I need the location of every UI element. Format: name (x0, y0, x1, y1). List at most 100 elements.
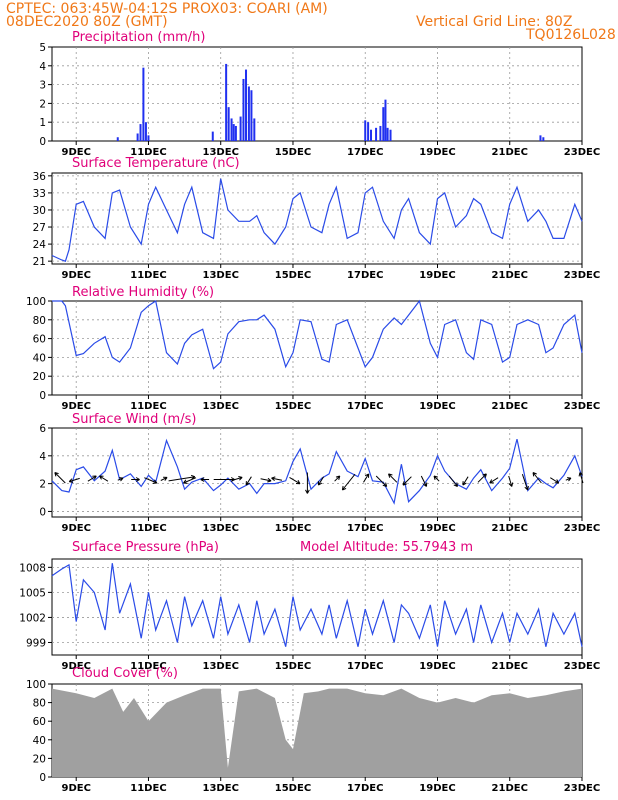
precip-bar (250, 90, 253, 141)
x-tick-label: 21DEC (492, 401, 528, 412)
y-tick-label: 1 (39, 117, 46, 129)
wind-arrow (521, 474, 529, 491)
precip-bar (364, 120, 367, 141)
y-tick-label: 36 (33, 171, 47, 183)
x-tick-label: 13DEC (203, 270, 239, 281)
x-tick-label: 23DEC (564, 523, 600, 534)
precip-bar (370, 129, 373, 141)
precip-bar (389, 129, 392, 141)
x-tick-label: 17DEC (347, 401, 383, 412)
x-tick-label: 11DEC (130, 401, 166, 412)
y-tick-label: 20 (33, 753, 46, 765)
x-tick-label: 9DEC (61, 523, 90, 534)
wind-arrow (68, 477, 80, 483)
model-altitude: Model Altitude: 55.7943 m (300, 540, 473, 555)
y-tick-label: 1005 (19, 587, 46, 599)
wind-arrow (363, 473, 370, 483)
x-tick-label: 9DEC (61, 661, 90, 672)
wind-arrow (341, 473, 356, 491)
y-tick-label: 80 (33, 315, 46, 327)
wind-arrow (489, 477, 499, 484)
precip-bar (142, 67, 145, 141)
panel-title: Relative Humidity (%) (72, 285, 214, 300)
precip-bar (136, 133, 139, 141)
x-tick-label: 21DEC (492, 783, 528, 794)
precip-bar (384, 99, 387, 141)
plot-frame (51, 300, 583, 396)
y-tick-label: 999 (26, 637, 46, 649)
panel-title: Surface Wind (m/s) (72, 412, 196, 427)
y-tick-label: 100 (26, 679, 46, 691)
x-tick-label: 23DEC (564, 270, 600, 281)
series-line (51, 438, 583, 505)
wind-arrow (144, 477, 158, 484)
x-tick-label: 21DEC (492, 661, 528, 672)
precip-bar (232, 124, 235, 141)
x-tick-label: 17DEC (347, 147, 383, 158)
wind-arrow (99, 475, 109, 482)
wind-arrow (271, 476, 283, 481)
header-model: TQ0126L028 (525, 27, 616, 43)
x-tick-label: 9DEC (61, 401, 90, 412)
x-tick-label: 13DEC (203, 661, 239, 672)
x-tick-label: 11DEC (130, 523, 166, 534)
y-tick-label: 4 (39, 61, 46, 73)
x-tick-label: 19DEC (419, 523, 455, 534)
wind-arrow (168, 474, 196, 482)
series-line (52, 299, 583, 370)
y-tick-label: 0 (39, 772, 46, 784)
wind-arrow (87, 475, 97, 482)
y-tick-label: 0 (39, 506, 46, 518)
wind-arrow (433, 475, 440, 482)
x-tick-label: 21DEC (492, 523, 528, 534)
x-tick-label: 17DEC (347, 523, 383, 534)
y-tick-label: 1002 (19, 612, 46, 624)
x-tick-label: 15DEC (275, 783, 311, 794)
wind-arrow (550, 477, 560, 484)
precip-bar (147, 135, 150, 141)
x-tick-label: 15DEC (275, 661, 311, 672)
precip-bar (239, 116, 242, 141)
plot-frame (51, 172, 583, 265)
x-tick-label: 21DEC (492, 270, 528, 281)
wind-arrow (200, 477, 210, 482)
y-tick-label: 33 (33, 188, 46, 200)
y-tick-label: 4 (39, 451, 46, 463)
wind-arrow (420, 475, 428, 487)
y-tick-label: 21 (33, 256, 46, 268)
x-tick-label: 19DEC (419, 270, 455, 281)
y-tick-label: 40 (33, 735, 46, 747)
x-tick-label: 9DEC (61, 270, 90, 281)
precip-bar (539, 135, 542, 141)
x-tick-label: 17DEC (347, 661, 383, 672)
plot-frame (51, 558, 583, 656)
precip-bar (139, 124, 142, 141)
wind-arrow (448, 475, 458, 487)
wind-arrow (317, 476, 325, 486)
panel-5: Cloud Cover (%) 0 20 40 60 80 100 9DEC 11DEC 13DE… (26, 666, 600, 794)
x-tick-label: 21DEC (492, 147, 528, 158)
x-tick-label: 15DEC (275, 147, 311, 158)
precip-bar (382, 107, 385, 141)
cloud-area (52, 688, 582, 777)
precip-bar (245, 69, 248, 141)
x-tick-label: 11DEC (130, 147, 166, 158)
panel-title: Precipitation (mm/h) (72, 30, 205, 45)
x-tick-label: 19DEC (419, 147, 455, 158)
x-tick-label: 9DEC (61, 147, 90, 158)
precip-bar (247, 86, 250, 141)
x-tick-label: 13DEC (203, 523, 239, 534)
y-tick-label: 80 (33, 698, 46, 710)
panel-title: Surface Temperature (nC) (72, 156, 240, 171)
x-tick-label: 15DEC (275, 401, 311, 412)
y-tick-label: 5 (39, 42, 46, 54)
panel-3: Surface Wind (m/s) 0 2 4 6 9DEC 11DEC 13DEC 15DE… (39, 412, 600, 534)
y-tick-label: 100 (26, 296, 46, 308)
y-tick-label: 40 (33, 352, 46, 364)
wind-arrow (477, 473, 487, 483)
x-tick-label: 19DEC (419, 401, 455, 412)
precip-bar (234, 125, 237, 141)
series-line (51, 178, 583, 262)
precip-bar (367, 122, 370, 141)
